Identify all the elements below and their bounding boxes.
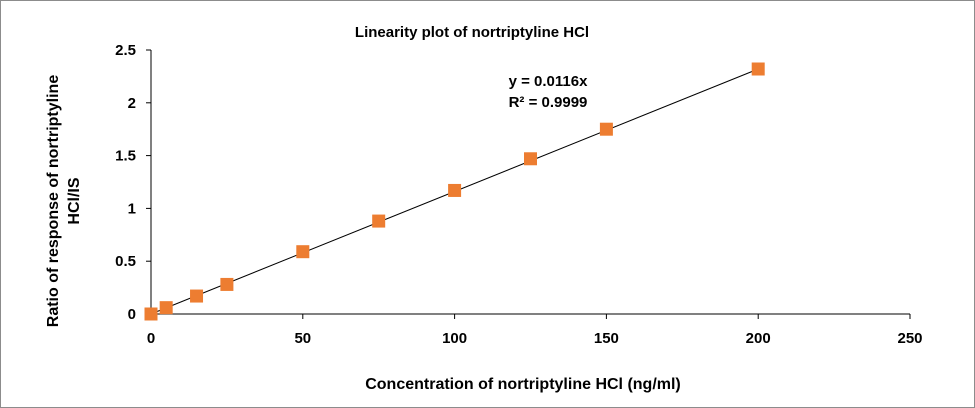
x-tick-label: 200	[746, 330, 771, 347]
y-tick-label: 1.5	[115, 148, 136, 165]
y-tick-label: 1	[128, 200, 136, 217]
y-tick-label: 2	[128, 95, 136, 112]
y-tick-label: 2.5	[115, 42, 136, 59]
chart-title: Linearity plot of nortriptyline HCl	[355, 24, 589, 41]
data-point	[296, 245, 310, 259]
data-point	[144, 307, 158, 321]
data-point	[220, 277, 234, 291]
data-point	[159, 301, 173, 315]
x-tick-label: 150	[594, 330, 619, 347]
data-point	[372, 214, 386, 228]
x-tick-label: 250	[897, 330, 922, 347]
data-point	[448, 183, 462, 197]
axes	[150, 50, 910, 315]
equation-label: y = 0.0116x	[509, 73, 588, 90]
data-point	[599, 122, 613, 136]
x-tick-label: 100	[442, 330, 467, 347]
r-squared-label: R² = 0.9999	[509, 94, 588, 111]
y-axis-title-line2: HCl/IS	[66, 177, 83, 224]
x-tick-label: 50	[294, 330, 311, 347]
data-point	[524, 152, 537, 166]
y-tick-label: 0	[128, 306, 136, 323]
data-point	[190, 289, 204, 303]
y-tick-label: 0.5	[115, 253, 136, 270]
data-points	[144, 62, 765, 321]
x-tick-label: 0	[147, 330, 155, 347]
y-axis-title-line1: Ratio of response of nortriptyline	[45, 75, 62, 328]
ticks: 0 0.5 1 1.5 2 2.5 0 50 100 150 200 250	[115, 42, 922, 347]
x-axis-title: Concentration of nortriptyline HCl (ng/m…	[365, 376, 681, 393]
data-point	[751, 62, 765, 76]
